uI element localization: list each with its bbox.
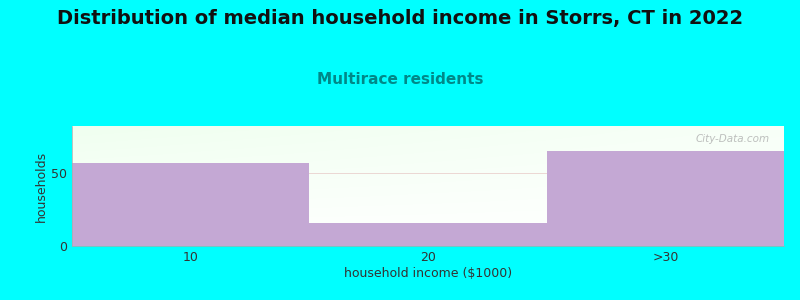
Text: Multirace residents: Multirace residents (317, 72, 483, 87)
Y-axis label: households: households (35, 150, 48, 222)
X-axis label: household income ($1000): household income ($1000) (344, 267, 512, 280)
Bar (72, 163, 310, 246)
Bar (546, 151, 784, 246)
Bar (310, 223, 546, 246)
Text: City-Data.com: City-Data.com (696, 134, 770, 144)
Text: Distribution of median household income in Storrs, CT in 2022: Distribution of median household income … (57, 9, 743, 28)
